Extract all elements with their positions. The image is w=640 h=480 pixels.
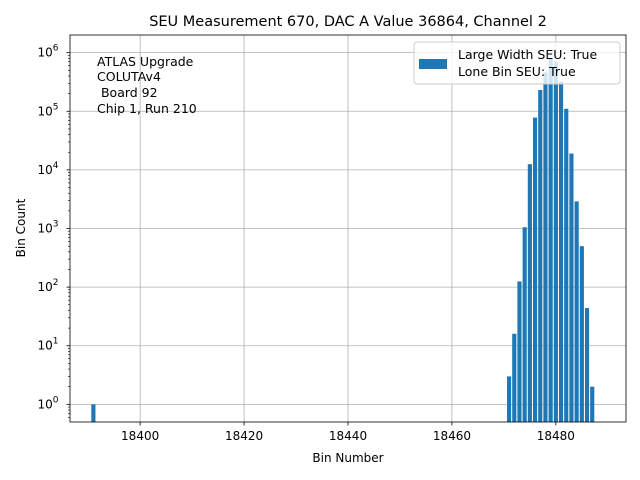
histogram-bar bbox=[548, 58, 553, 422]
annotation-line: Chip 1, Run 210 bbox=[97, 101, 197, 116]
histogram-bar bbox=[512, 333, 517, 422]
histogram-bar bbox=[532, 117, 538, 422]
y-tick-label: 100 bbox=[37, 395, 58, 411]
annotation-line: Board 92 bbox=[97, 85, 158, 100]
y-tick-label: 104 bbox=[37, 161, 58, 177]
y-axis-label: Bin Count bbox=[14, 198, 28, 257]
y-tick-label: 105 bbox=[37, 102, 58, 118]
ticks-layer: 18400 18420 18440 18460 18480 100 101 102 103 104… bbox=[37, 44, 574, 443]
legend-entry: Large Width SEU: True bbox=[458, 47, 597, 62]
legend: Large Width SEU: True Lone Bin SEU: True bbox=[413, 41, 621, 85]
histogram-bar bbox=[564, 108, 569, 423]
legend-entry: Lone Bin SEU: True bbox=[458, 64, 576, 79]
annotation-line: ATLAS Upgrade bbox=[97, 54, 194, 69]
histogram-bar bbox=[569, 153, 574, 422]
histogram-bar bbox=[517, 281, 522, 422]
histogram-bar bbox=[579, 246, 584, 422]
chart-title: SEU Measurement 670, DAC A Value 36864, … bbox=[149, 14, 547, 30]
annotation-line: COLUTAv4 bbox=[97, 69, 161, 84]
x-tick-label: 18480 bbox=[537, 429, 575, 443]
x-axis-label: Bin Number bbox=[312, 451, 383, 465]
histogram-bar bbox=[553, 61, 558, 422]
histogram-bar bbox=[507, 376, 512, 422]
y-tick-label: 106 bbox=[37, 44, 58, 60]
histogram-bar bbox=[538, 90, 543, 423]
histogram-bar bbox=[527, 164, 532, 423]
histogram-bar bbox=[590, 386, 595, 422]
legend-swatch bbox=[419, 59, 447, 69]
y-tick-label: 103 bbox=[37, 220, 58, 236]
histogram-bar bbox=[91, 404, 96, 422]
histogram-bar bbox=[584, 308, 590, 422]
histogram-bar bbox=[558, 81, 564, 422]
histogram-bar bbox=[574, 201, 579, 422]
bars-layer bbox=[91, 58, 595, 423]
x-tick-label: 18440 bbox=[329, 429, 367, 443]
histogram-bar bbox=[543, 72, 548, 423]
x-tick-label: 18400 bbox=[121, 429, 159, 443]
y-tick-label: 102 bbox=[37, 278, 58, 294]
x-tick-label: 18460 bbox=[433, 429, 471, 443]
histogram-bar bbox=[522, 227, 527, 422]
y-tick-label: 101 bbox=[37, 337, 58, 353]
x-tick-label: 18420 bbox=[225, 429, 263, 443]
annotation-block: ATLAS Upgrade COLUTAv4 Board 92 Chip 1, … bbox=[97, 54, 197, 116]
legend-box bbox=[413, 41, 621, 85]
